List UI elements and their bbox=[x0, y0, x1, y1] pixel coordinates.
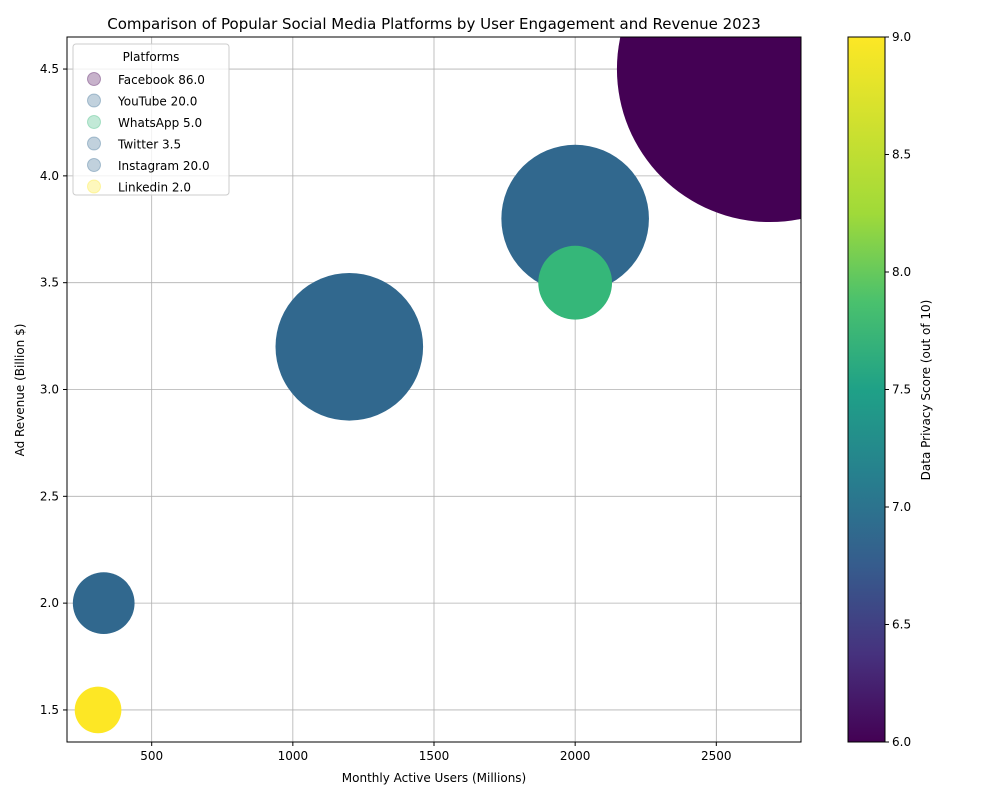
x-axis-title: Monthly Active Users (Millions) bbox=[342, 771, 526, 785]
y-tick-label: 3.5 bbox=[40, 276, 59, 290]
legend-label: WhatsApp 5.0 bbox=[118, 116, 202, 130]
x-tick-label: 2500 bbox=[701, 749, 732, 763]
bubble-linkedin bbox=[74, 686, 122, 734]
colorbar-gradient bbox=[847, 36, 886, 743]
colorbar-label: Data Privacy Score (out of 10) bbox=[919, 300, 933, 481]
y-tick-label: 2.0 bbox=[40, 596, 59, 610]
colorbar-tick-label: 8.5 bbox=[892, 148, 911, 162]
colorbar-tick-label: 7.5 bbox=[892, 383, 911, 397]
legend-marker bbox=[87, 136, 101, 151]
bubble-twitter bbox=[72, 572, 135, 635]
legend-marker bbox=[87, 93, 101, 108]
colorbar-tick-label: 9.0 bbox=[892, 30, 911, 44]
x-axis-ticks: 500 1000 1500 2000 2500 bbox=[140, 742, 732, 763]
legend-label: Facebook 86.0 bbox=[118, 73, 205, 87]
y-axis-ticks: 1.5 2.0 2.5 3.0 3.5 4.0 4.5 bbox=[40, 62, 67, 717]
legend-marker bbox=[87, 115, 101, 129]
y-tick-label: 4.0 bbox=[40, 169, 59, 183]
bubble-instagram bbox=[275, 272, 424, 421]
colorbar-tick-label: 6.5 bbox=[892, 618, 911, 632]
legend-label: YouTube 20.0 bbox=[117, 95, 197, 109]
legend-marker bbox=[87, 158, 101, 172]
y-axis-title: Ad Revenue (Billion $) bbox=[13, 324, 27, 457]
x-tick-label: 1000 bbox=[278, 749, 309, 763]
colorbar: Data Privacy Score (out of 10) 6.0 6.5 7.0… bbox=[847, 30, 933, 749]
legend-box bbox=[72, 43, 230, 196]
y-tick-label: 4.5 bbox=[40, 62, 59, 76]
legend-label: Linkedin 2.0 bbox=[118, 181, 191, 195]
legend-title: Platforms bbox=[123, 50, 180, 64]
legend-marker bbox=[87, 179, 101, 194]
x-tick-label: 500 bbox=[140, 749, 163, 763]
legend-label: Instagram 20.0 bbox=[118, 159, 210, 173]
bubble-facebook bbox=[616, 37, 801, 223]
x-tick-label: 1500 bbox=[419, 749, 450, 763]
legend: Platforms Facebook 86.0 YouTube 20.0 Whats… bbox=[72, 43, 230, 196]
chart-title: Comparison of Popular Social Media Platf… bbox=[107, 15, 761, 33]
bubbles bbox=[72, 37, 801, 734]
legend-label: Twitter 3.5 bbox=[117, 138, 181, 152]
colorbar-tick-label: 7.0 bbox=[892, 500, 911, 514]
x-tick-label: 2000 bbox=[560, 749, 591, 763]
colorbar-tick-label: 6.0 bbox=[892, 735, 911, 749]
legend-marker bbox=[87, 72, 101, 86]
y-tick-label: 3.0 bbox=[40, 383, 59, 397]
y-tick-label: 2.5 bbox=[40, 489, 59, 503]
colorbar-tick-label: 8.0 bbox=[892, 265, 911, 279]
bubble-youtube bbox=[501, 144, 649, 293]
y-tick-label: 1.5 bbox=[40, 703, 59, 717]
bubble-whatsapp bbox=[538, 245, 613, 320]
